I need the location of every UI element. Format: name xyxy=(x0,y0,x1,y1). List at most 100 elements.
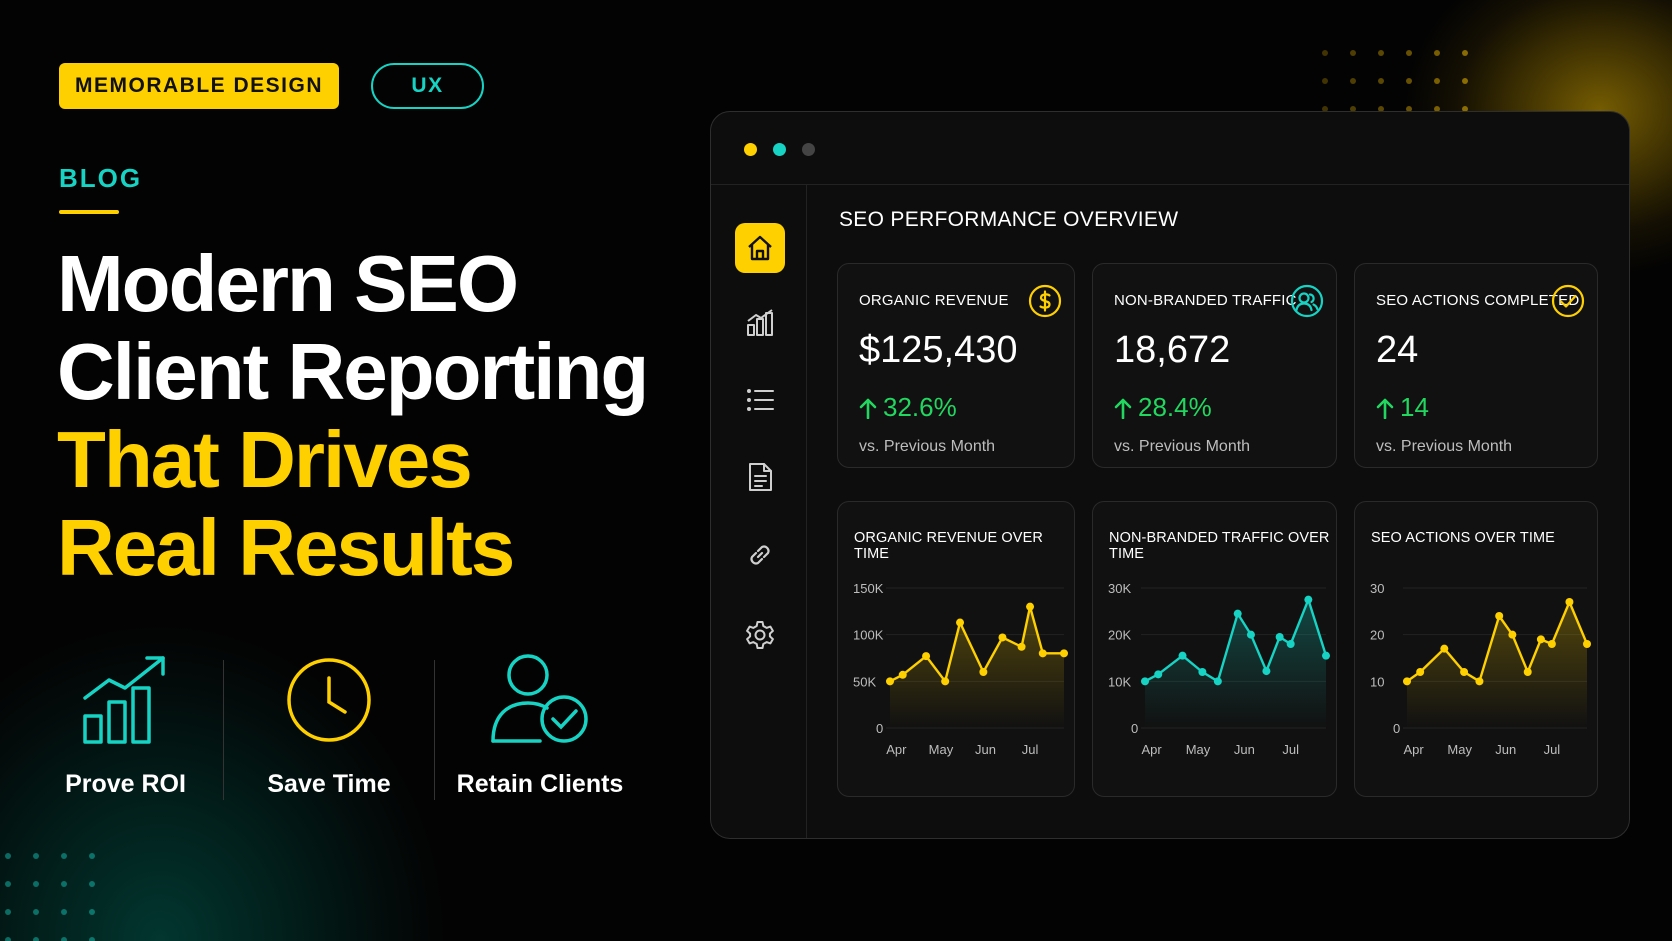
chart-title: ORGANIC REVENUE OVER TIME xyxy=(854,530,1043,562)
data-point[interactable] xyxy=(941,677,950,686)
data-point[interactable] xyxy=(1475,677,1484,686)
analytics-icon xyxy=(747,309,773,336)
series-area xyxy=(890,606,1064,728)
data-point[interactable] xyxy=(1508,630,1517,639)
arrow-up-icon xyxy=(859,398,877,419)
data-point[interactable] xyxy=(1141,677,1149,686)
divider xyxy=(434,660,435,800)
data-point[interactable] xyxy=(1495,612,1504,620)
data-point[interactable] xyxy=(1233,609,1242,618)
data-point[interactable] xyxy=(1213,677,1222,686)
data-point[interactable] xyxy=(1460,668,1469,676)
data-point[interactable] xyxy=(1154,670,1163,679)
kpi-subtitle: vs. Previous Month xyxy=(1114,438,1251,455)
dollar-icon xyxy=(1028,284,1062,318)
data-point[interactable] xyxy=(1523,668,1532,676)
data-point[interactable] xyxy=(1038,649,1047,658)
kpi-title: NON-BRANDED TRAFFIC xyxy=(1114,292,1297,309)
data-point[interactable] xyxy=(922,652,931,661)
data-point[interactable] xyxy=(1198,668,1207,676)
data-point[interactable] xyxy=(1286,640,1295,648)
data-point[interactable] xyxy=(979,668,988,676)
x-tick-label: May xyxy=(1447,742,1472,757)
kpi-delta: 28.4% xyxy=(1114,392,1212,423)
sidebar-item-home[interactable] xyxy=(735,223,785,273)
data-point[interactable] xyxy=(998,633,1007,642)
non-branded-traffic-chart: 30K 20K 10K 0 Apr May Jun Jul xyxy=(1108,581,1330,757)
data-point[interactable] xyxy=(1322,651,1330,660)
x-tick-label: Jun xyxy=(1234,742,1255,757)
data-point[interactable] xyxy=(1304,595,1313,604)
x-tick-label: May xyxy=(1186,742,1211,757)
data-point[interactable] xyxy=(956,618,965,627)
sidebar-item-list[interactable] xyxy=(735,375,785,425)
y-tick-label: 0 xyxy=(876,721,883,736)
data-point[interactable] xyxy=(1262,667,1271,676)
benefit-prove-roi: Prove ROI xyxy=(60,650,191,800)
data-point[interactable] xyxy=(1178,651,1187,660)
kpi-delta: 14 xyxy=(1376,392,1429,423)
data-point[interactable] xyxy=(1565,598,1574,606)
headline-line-4: Real Results xyxy=(57,503,515,592)
home-icon xyxy=(748,235,772,261)
data-point[interactable] xyxy=(1536,635,1545,644)
check-circle-icon xyxy=(1551,284,1585,318)
dot-pattern-bottom-left xyxy=(5,853,95,941)
arrow-up-icon xyxy=(1114,398,1132,419)
benefit-label: Save Time xyxy=(267,770,391,798)
data-point[interactable] xyxy=(886,677,894,686)
kpi-card-organic-revenue[interactable]: ORGANIC REVENUE $125,430 32.6% vs. Previ… xyxy=(837,263,1075,468)
user-check-icon xyxy=(490,650,590,750)
data-point[interactable] xyxy=(1440,644,1449,653)
y-tick-label: 0 xyxy=(1131,721,1138,736)
kpi-delta-value: 14 xyxy=(1400,392,1429,422)
tag-group: MEMORABLE DESIGN UX xyxy=(59,63,485,109)
bar-chart-growth-icon xyxy=(81,650,171,750)
x-tick-label: Jul xyxy=(1282,742,1299,757)
kpi-card-seo-actions[interactable]: SEO ACTIONS COMPLETED 24 14 vs. Previous… xyxy=(1354,263,1598,468)
x-tick-label: May xyxy=(929,742,954,757)
window-control-teal[interactable] xyxy=(773,143,786,156)
sidebar-item-settings[interactable] xyxy=(735,610,785,660)
data-point[interactable] xyxy=(1547,640,1556,648)
blog-label[interactable]: BLOG xyxy=(59,163,143,193)
y-tick-label: 0 xyxy=(1393,721,1400,736)
y-tick-label: 150K xyxy=(853,581,884,596)
sidebar-item-documents[interactable] xyxy=(735,452,785,502)
data-point[interactable] xyxy=(1026,602,1035,611)
data-point[interactable] xyxy=(1275,633,1284,641)
chart-card-seo-actions[interactable]: SEO ACTIONS OVER TIME 30 20 10 0 Apr May Jun Ju… xyxy=(1354,501,1598,797)
benefit-save-time: Save Time xyxy=(254,650,404,800)
kpi-title: ORGANIC REVENUE xyxy=(859,292,1009,309)
window-control-gray[interactable] xyxy=(802,143,815,156)
series-line xyxy=(1406,600,1589,683)
y-tick-label: 100K xyxy=(853,628,884,643)
data-point[interactable] xyxy=(1246,630,1255,639)
data-point[interactable] xyxy=(1403,677,1411,686)
y-tick-label: 30K xyxy=(1108,581,1131,596)
data-point[interactable] xyxy=(1583,640,1591,648)
kpi-card-non-branded-traffic[interactable]: NON-BRANDED TRAFFIC 18,672 28.4% vs. Pre… xyxy=(1092,263,1337,468)
x-tick-label: Jun xyxy=(1495,742,1516,757)
tag-ux[interactable]: UX xyxy=(371,63,485,109)
benefit-label: Prove ROI xyxy=(65,770,186,798)
headline-line-2: Client Reporting xyxy=(57,327,649,416)
data-point[interactable] xyxy=(1416,668,1425,676)
window-control-yellow[interactable] xyxy=(744,143,757,156)
data-point[interactable] xyxy=(1017,642,1026,651)
kpi-title: SEO ACTIONS COMPLETED xyxy=(1376,292,1580,309)
data-point[interactable] xyxy=(1060,649,1068,658)
x-tick-label: Apr xyxy=(886,742,907,757)
arrow-up-icon xyxy=(1376,398,1394,419)
sidebar-item-analytics[interactable] xyxy=(735,297,785,347)
blog-underline xyxy=(59,210,119,214)
data-point[interactable] xyxy=(898,670,907,679)
headline-line-1: Modern SEO xyxy=(57,239,519,328)
chart-card-organic-revenue[interactable]: ORGANIC REVENUE OVER TIME 150K 100K 50K 0 Ap… xyxy=(837,501,1075,797)
chart-card-non-branded-traffic[interactable]: NON-BRANDED TRAFFIC OVER TIME 30K 20K 10K 0… xyxy=(1092,501,1337,797)
tag-memorable-design[interactable]: MEMORABLE DESIGN xyxy=(59,63,340,109)
users-icon xyxy=(1290,284,1324,318)
sidebar-item-links[interactable] xyxy=(735,530,785,580)
